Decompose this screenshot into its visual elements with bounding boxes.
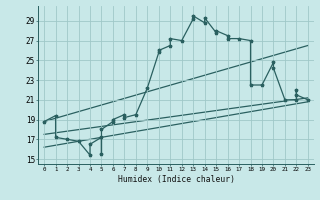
X-axis label: Humidex (Indice chaleur): Humidex (Indice chaleur)	[117, 175, 235, 184]
